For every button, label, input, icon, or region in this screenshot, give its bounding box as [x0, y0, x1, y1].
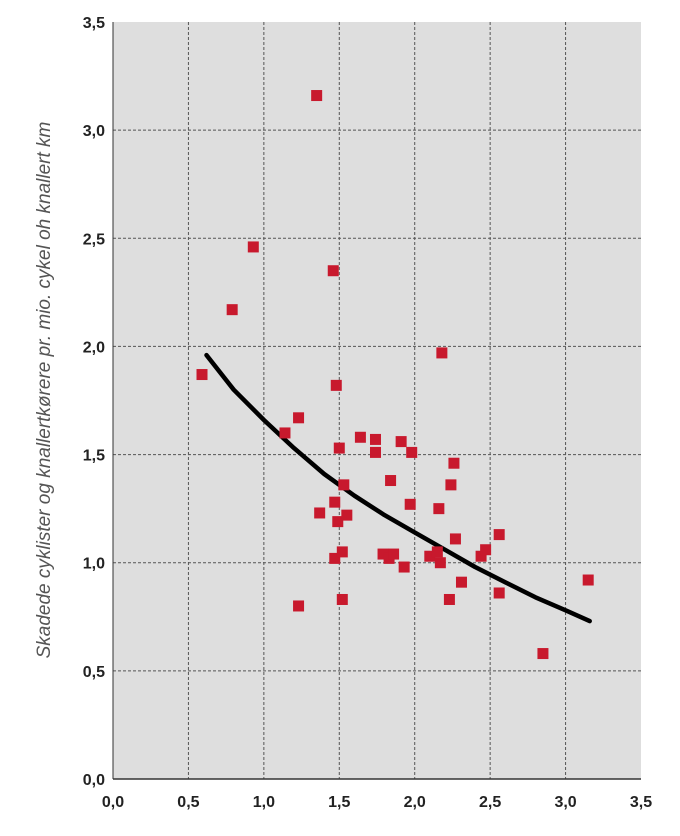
y-tick-label: 1,0	[83, 556, 105, 573]
data-point	[377, 548, 389, 560]
data-point	[338, 479, 350, 491]
data-point	[475, 550, 487, 562]
y-tick-label: 3,5	[83, 15, 105, 32]
data-point	[582, 574, 594, 586]
data-point	[329, 552, 341, 564]
data-point	[406, 446, 418, 458]
x-tick-label: 1,0	[253, 794, 275, 811]
data-point	[226, 304, 238, 316]
trend-line	[204, 352, 592, 624]
x-tick-label: 2,0	[404, 794, 426, 811]
data-point	[434, 557, 446, 569]
y-tick-label: 1,5	[83, 448, 105, 465]
data-point	[196, 369, 208, 381]
data-point	[436, 347, 448, 359]
data-point	[537, 648, 549, 660]
data-point	[314, 507, 326, 519]
data-point	[431, 546, 443, 558]
data-point	[279, 427, 291, 439]
data-point	[433, 503, 445, 515]
data-point	[449, 533, 461, 545]
data-point	[395, 436, 407, 448]
x-tick-label: 2,5	[479, 794, 501, 811]
x-tick-label: 0,0	[102, 794, 124, 811]
data-point	[455, 576, 467, 588]
data-point	[388, 548, 400, 560]
data-point	[293, 600, 305, 612]
data-point	[443, 593, 455, 605]
y-tick-label: 2,0	[83, 339, 105, 356]
data-point	[448, 457, 460, 469]
gridlines	[112, 22, 641, 780]
data-points	[196, 90, 594, 660]
y-tick-label: 0,0	[83, 772, 105, 789]
data-point	[247, 241, 259, 253]
data-point	[336, 546, 348, 558]
data-point	[369, 433, 381, 445]
x-tick-label: 3,0	[554, 794, 576, 811]
data-point	[293, 412, 305, 424]
data-point	[341, 509, 353, 521]
x-tick-label: 3,5	[630, 794, 652, 811]
plot-area	[113, 22, 641, 779]
data-point	[329, 496, 341, 508]
data-point	[354, 431, 366, 443]
data-point	[333, 442, 345, 454]
data-point	[369, 446, 381, 458]
x-tick-label: 0,5	[177, 794, 199, 811]
data-point	[398, 561, 410, 573]
data-point	[385, 475, 397, 487]
data-point	[445, 479, 457, 491]
y-tick-label: 3,0	[83, 123, 105, 140]
trend-layer	[204, 352, 592, 624]
data-point	[493, 529, 505, 541]
x-tick-label: 1,5	[328, 794, 350, 811]
data-point	[336, 593, 348, 605]
data-point	[330, 379, 342, 391]
data-point	[327, 265, 339, 277]
y-tick-label: 0,5	[83, 664, 105, 681]
data-point	[311, 90, 323, 102]
y-tick-label: 2,5	[83, 231, 105, 248]
data-point	[493, 587, 505, 599]
data-point	[424, 550, 436, 562]
tick-labels: 0,0 0,5 1,0 1,5 2,0 2,5 3,0 3,5 0,0 0,5 1,0 1,5 2,0 2…	[83, 15, 652, 811]
data-point	[404, 498, 416, 510]
y-axis-label: Skadede cyklister og knallertkørere pr. …	[34, 122, 55, 659]
data-point	[480, 544, 492, 556]
data-point	[332, 516, 344, 528]
